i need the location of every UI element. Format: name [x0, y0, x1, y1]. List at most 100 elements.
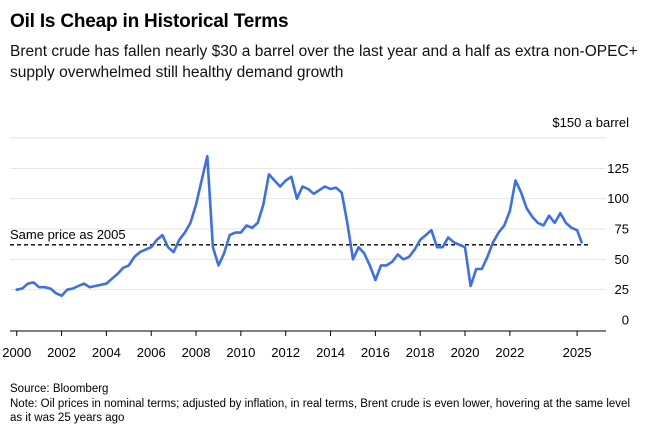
chart-title: Oil Is Cheap in Historical Terms — [10, 11, 289, 32]
price-point — [55, 292, 57, 295]
price-point — [397, 253, 399, 256]
price-point — [178, 239, 180, 241]
price-point — [436, 246, 438, 248]
price-point — [391, 261, 394, 263]
price-point — [565, 222, 567, 224]
price-point — [441, 246, 444, 248]
x-tick-label: 2012 — [271, 345, 300, 360]
price-point — [380, 264, 382, 267]
price-point — [284, 179, 287, 182]
x-tick-label: 2016 — [361, 345, 390, 360]
price-point — [156, 239, 158, 241]
price-point — [469, 285, 472, 287]
x-tick-label: 2000 — [2, 345, 31, 360]
price-point — [240, 231, 242, 234]
chart-subtitle: Brent crude has fallen nearly $30 a barr… — [10, 43, 638, 81]
price-point — [335, 186, 337, 189]
price-point — [531, 216, 534, 218]
price-point — [111, 277, 113, 280]
source-note: Source: Bloomberg — [10, 383, 109, 395]
y-tick-label: 25 — [615, 282, 629, 297]
price-point — [318, 189, 321, 191]
price-point — [447, 236, 450, 239]
price-point — [150, 246, 152, 248]
price-point — [268, 173, 270, 176]
price-point — [32, 281, 35, 284]
y-unit-label: $150 a barrel — [552, 115, 629, 130]
price-point — [60, 294, 63, 297]
price-point — [458, 244, 461, 246]
price-point — [279, 185, 281, 188]
price-point — [66, 288, 68, 291]
price-point — [340, 191, 343, 194]
y-axis-labels: 0 25 50 75 100 125 $150 a barrel — [552, 115, 629, 328]
price-point — [273, 179, 276, 182]
price-point — [402, 258, 405, 261]
price-point — [352, 258, 354, 261]
price-point — [296, 197, 298, 200]
price-point — [49, 287, 52, 290]
price-point — [503, 224, 506, 227]
price-point — [497, 231, 500, 234]
price-point — [38, 286, 40, 289]
price-point — [195, 203, 197, 206]
price-point — [83, 282, 85, 285]
price-point — [161, 234, 164, 236]
price-point — [133, 256, 136, 258]
price-point — [217, 264, 220, 267]
price-point — [223, 252, 225, 255]
x-tick-label: 2004 — [92, 345, 121, 360]
price-point — [374, 279, 377, 281]
price-point — [312, 193, 315, 195]
price-point — [453, 241, 455, 244]
price-point — [301, 185, 304, 188]
price-point — [419, 239, 422, 241]
price-point — [525, 207, 528, 210]
price-point — [408, 256, 410, 258]
price-line-series — [15, 154, 583, 297]
y-tick-label: 50 — [615, 252, 629, 267]
reference-line-label: Same price as 2005 — [10, 227, 126, 242]
price-point — [122, 267, 124, 269]
price-point — [357, 246, 360, 248]
price-point — [363, 252, 366, 255]
price-point — [520, 191, 522, 194]
price-point — [245, 224, 248, 227]
price-point — [542, 224, 545, 227]
x-tick-label: 2006 — [137, 345, 166, 360]
y-tick-label: 100 — [607, 191, 629, 206]
reference-layer: Same price as 2005 — [10, 227, 591, 246]
price-point — [256, 222, 259, 224]
price-point — [43, 286, 46, 289]
price-point — [100, 284, 102, 286]
price-point — [94, 285, 96, 287]
price-point — [475, 268, 478, 270]
price-point — [492, 241, 494, 244]
y-tick-label: 125 — [607, 161, 629, 176]
price-point — [464, 246, 466, 248]
price-point — [139, 251, 141, 253]
x-tick-label: 2020 — [451, 345, 480, 360]
price-point — [509, 210, 511, 212]
x-axis: 2000 2002 2004 2006 2008 2010 2012 2014 2016 2018… — [2, 330, 606, 360]
price-point — [15, 288, 18, 291]
price-point — [21, 287, 24, 290]
price-point — [88, 286, 91, 289]
price-point — [570, 227, 573, 229]
price-point — [385, 264, 388, 267]
y-tick-label: 75 — [615, 222, 629, 237]
price-point — [184, 231, 186, 234]
grid-lines — [10, 137, 606, 291]
price-point — [128, 264, 130, 267]
price-point — [72, 287, 74, 290]
price-point — [228, 234, 231, 236]
price-point — [200, 179, 203, 182]
price-point — [234, 231, 237, 234]
price-point — [548, 214, 550, 217]
price-point — [251, 227, 253, 229]
x-tick-label: 2018 — [406, 345, 435, 360]
price-point — [77, 285, 80, 287]
price-point — [212, 246, 214, 248]
price-point — [430, 229, 433, 231]
